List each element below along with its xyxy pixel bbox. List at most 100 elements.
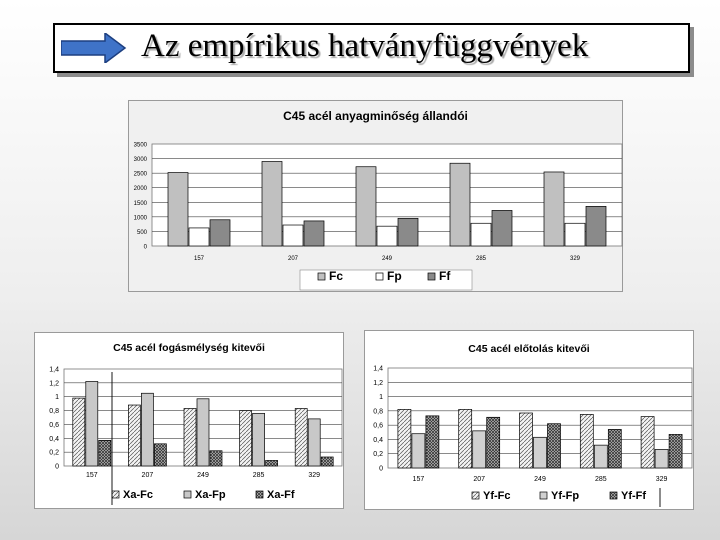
- x-tick-label: 249: [534, 476, 546, 483]
- bar-fc-329: [543, 171, 565, 247]
- y-tick-label: 1,4: [49, 367, 59, 374]
- bar-xa-fp-249: [196, 398, 210, 467]
- bar-yf-ff-329: [668, 434, 683, 469]
- bar-ff-329: [585, 206, 607, 247]
- bar-yf-fc-207: [458, 409, 473, 469]
- y-tick-label: 0: [55, 464, 59, 471]
- bar-xa-fp-207: [141, 392, 154, 467]
- bar-fc-249: [355, 166, 377, 247]
- chart-material-constants: C45 acél anyagminőség állandói 0 500 1000 15…: [128, 100, 623, 292]
- x-tick-label: 285: [476, 256, 487, 262]
- y-tick-label: 0,2: [373, 451, 383, 458]
- bar-xa-ff-157: [98, 440, 112, 467]
- legend-swatch: [111, 490, 120, 499]
- chart-title: C45 acél előtolás kitevői: [468, 343, 589, 355]
- x-tick-label: 285: [595, 476, 607, 483]
- y-tick-label: 0,6: [49, 422, 59, 429]
- chart-svg: C45 acél előtolás kitevői 0 0,2 0,4 0,6 0,8 1 1…: [364, 330, 694, 510]
- bar-yf-ff-249: [547, 423, 561, 469]
- bar-fc-157: [167, 172, 189, 247]
- x-tick-label: 249: [197, 472, 209, 479]
- x-tick-label: 207: [142, 472, 154, 479]
- x-tick-label: 329: [308, 472, 320, 479]
- x-tick-label: 249: [382, 256, 393, 262]
- y-tick-label: 0,8: [373, 408, 383, 415]
- bar-xa-fp-285: [252, 412, 265, 467]
- bar-xa-fc-157: [72, 397, 86, 467]
- x-tick-label: 157: [413, 476, 425, 483]
- y-tick-label: 1000: [134, 215, 148, 221]
- bar-xa-ff-207: [154, 443, 167, 467]
- legend-label: Yf-Fc: [483, 490, 511, 502]
- bar-yf-fc-285: [579, 414, 594, 469]
- legend-label: Xa-Ff: [267, 489, 295, 501]
- slide-title-bar: Az empírikus hatványfüggvények: [53, 23, 690, 73]
- x-tick-label: 329: [656, 476, 668, 483]
- bar-xa-ff-285: [265, 460, 278, 467]
- bar-yf-fp-285: [593, 444, 608, 469]
- y-tick-label: 1,4: [373, 366, 383, 373]
- slide-title: Az empírikus hatványfüggvények: [141, 28, 589, 64]
- bar-yf-ff-157: [425, 415, 440, 469]
- y-tick-label: 500: [137, 230, 148, 236]
- bar-yf-fc-157: [397, 409, 412, 469]
- y-tick-label: 1: [379, 394, 383, 401]
- x-tick-label: 157: [194, 256, 205, 262]
- legend-swatch: [539, 491, 548, 500]
- y-tick-label: 0,2: [49, 450, 59, 457]
- y-tick-label: 1: [55, 394, 59, 401]
- legend-label: Yf-Fp: [551, 490, 579, 502]
- y-tick-label: 2000: [134, 186, 148, 192]
- bar-fp-249: [376, 225, 398, 247]
- y-tick-label: 1,2: [49, 380, 59, 387]
- y-tick-label: 0,8: [49, 408, 59, 415]
- bar-yf-ff-207: [486, 416, 501, 469]
- chart-feed-exponents: C45 acél előtolás kitevői 0 0,2 0,4 0,6 0,8 1 1…: [364, 330, 694, 510]
- legend-swatch: [375, 272, 384, 281]
- chart-svg: C45 acél anyagminőség állandói 0 500 1000 15…: [128, 100, 623, 292]
- bar-fc-207: [261, 161, 283, 247]
- bar-xa-fc-329: [294, 408, 308, 467]
- legend-swatch: [471, 491, 480, 500]
- chart-depth-exponents: C45 acél fogásmélység kitevői 0 0,2 0,4 0,6 0…: [34, 332, 344, 509]
- x-tick-label: 207: [288, 256, 299, 262]
- bar-yf-fp-207: [472, 430, 487, 469]
- legend-label: Xa-Fc: [123, 489, 153, 501]
- chart-title: C45 acél fogásmélység kitevői: [113, 342, 265, 354]
- y-tick-label: 1,2: [373, 380, 383, 387]
- bar-xa-fp-157: [85, 381, 99, 467]
- legend-swatch: [183, 490, 192, 499]
- legend-swatch: [255, 490, 264, 499]
- y-tick-label: 3500: [134, 143, 148, 149]
- y-tick-label: 0,4: [49, 436, 59, 443]
- x-tick-label: 285: [253, 472, 265, 479]
- y-tick-label: 0: [379, 466, 383, 473]
- bar-yf-fp-329: [654, 449, 669, 469]
- legend-label: Fp: [387, 269, 402, 283]
- bar-xa-fc-285: [239, 410, 252, 467]
- bar-yf-ff-285: [607, 429, 622, 469]
- bar-yf-fp-249: [533, 436, 547, 469]
- bar-yf-fc-249: [519, 412, 533, 469]
- y-tick-label: 2500: [134, 172, 148, 178]
- legend-swatch: [609, 491, 618, 500]
- bar-yf-fp-157: [411, 433, 426, 469]
- bar-ff-249: [397, 217, 419, 247]
- chart-title: C45 acél anyagminőség állandói: [283, 109, 468, 123]
- bar-ff-285: [491, 210, 513, 247]
- bar-fp-329: [564, 222, 586, 247]
- bar-fp-285: [470, 222, 492, 247]
- legend-swatch: [427, 272, 436, 281]
- bar-xa-ff-329: [320, 456, 334, 467]
- x-tick-label: 207: [473, 476, 485, 483]
- bar-ff-207: [303, 220, 325, 247]
- arrow-right-icon: [61, 33, 127, 63]
- legend-label: Fc: [329, 269, 343, 283]
- y-tick-label: 0,4: [373, 437, 383, 444]
- bar-xa-fc-249: [183, 408, 197, 467]
- bar-yf-fc-329: [640, 416, 655, 469]
- y-tick-label: 0: [144, 245, 148, 251]
- bar-xa-fp-329: [307, 418, 321, 467]
- bar-fp-157: [188, 227, 210, 247]
- legend-label: Xa-Fp: [195, 489, 226, 501]
